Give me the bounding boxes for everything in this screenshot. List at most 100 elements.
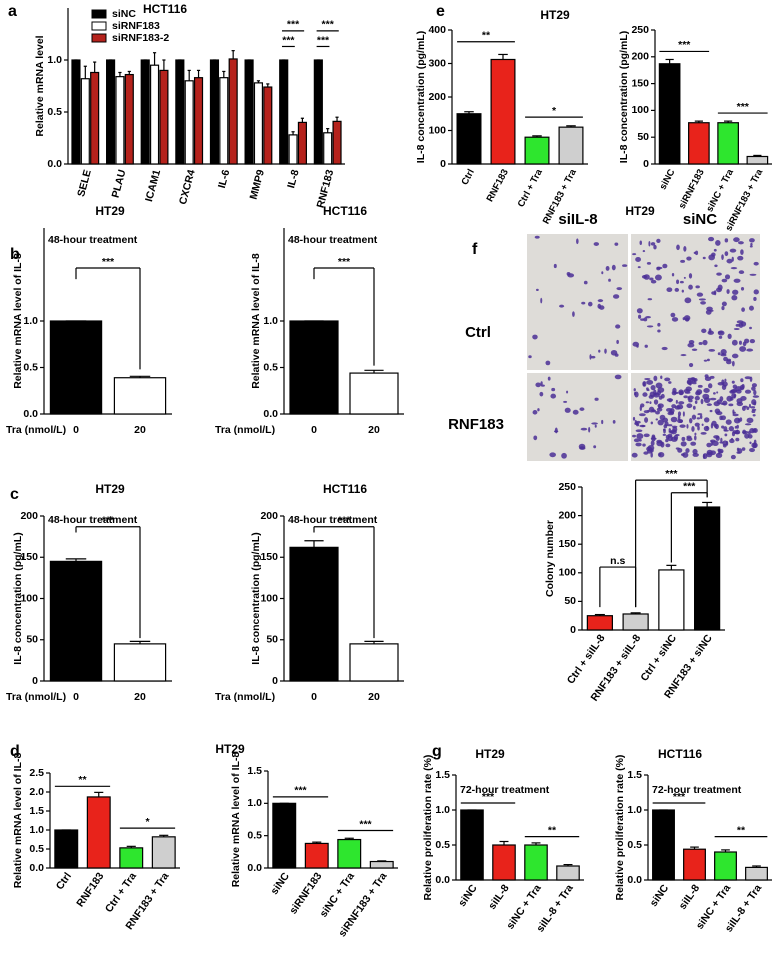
bar — [688, 122, 710, 165]
colony — [572, 311, 575, 317]
colony — [692, 452, 699, 457]
colony — [636, 433, 644, 440]
y-axis-label: Relative mRNA level — [34, 35, 46, 136]
colony — [590, 355, 596, 359]
significance-label: *** — [282, 34, 295, 46]
colony — [694, 400, 698, 404]
colony — [666, 287, 673, 293]
y-axis-label: IL-8 concentration (pg/mL) — [12, 532, 24, 664]
legend-label: siNC — [112, 8, 136, 20]
y-tick-label: 100 — [20, 592, 38, 604]
colony — [682, 411, 685, 417]
bar — [90, 71, 100, 165]
colony — [687, 380, 694, 385]
colony — [594, 397, 599, 401]
colony — [681, 436, 686, 442]
colony — [663, 428, 666, 434]
bar — [263, 86, 273, 165]
y-tick-label: 250 — [631, 24, 649, 36]
colony — [731, 295, 738, 301]
colony — [742, 341, 747, 347]
legend-label: siRNF183-2 — [112, 32, 169, 44]
bar — [209, 59, 220, 165]
y-tick-label: 0 — [570, 624, 576, 636]
colony — [717, 331, 723, 334]
colony — [650, 242, 656, 246]
colony — [696, 417, 701, 420]
colony — [686, 424, 689, 429]
colony — [534, 235, 540, 239]
colony — [684, 391, 691, 394]
significance-label: * — [552, 105, 557, 117]
colony — [668, 381, 672, 384]
y-tick-label: 0.0 — [435, 874, 450, 886]
colony — [532, 334, 538, 340]
colony — [691, 414, 697, 420]
colony — [751, 410, 756, 413]
micrograph — [527, 373, 628, 461]
y-tick-label: 1.0 — [247, 797, 262, 809]
colony — [735, 323, 741, 327]
colony — [616, 287, 623, 291]
y-tick-label: 1.5 — [435, 769, 450, 781]
significance-label: n.s — [610, 555, 625, 567]
image-row-label: Ctrl — [465, 324, 491, 341]
significance-label: *** — [287, 19, 300, 31]
colony — [653, 375, 658, 382]
colony — [724, 251, 729, 257]
colony — [671, 404, 677, 409]
colony — [721, 384, 727, 390]
bar — [113, 643, 167, 682]
x-tick-label: 0 — [311, 691, 317, 703]
colony — [632, 253, 637, 256]
bar — [313, 59, 323, 165]
colony — [733, 237, 740, 243]
y-tick-label: 2.0 — [29, 786, 44, 798]
colony — [601, 419, 604, 425]
colony — [725, 440, 729, 446]
colony — [635, 429, 643, 433]
colony — [753, 439, 757, 445]
y-tick-label: 200 — [20, 510, 38, 522]
colony — [740, 396, 747, 401]
colony — [631, 452, 638, 458]
colony — [665, 443, 671, 448]
y-tick-label: 1.0 — [435, 804, 450, 816]
bar — [228, 58, 238, 165]
y-tick-label: 150 — [558, 538, 576, 550]
y-tick-label: 100 — [428, 124, 446, 136]
bar — [456, 113, 482, 165]
colony — [655, 382, 663, 389]
colony — [674, 287, 680, 292]
chart-title: HT29 — [95, 482, 125, 496]
colony — [662, 433, 667, 436]
colony — [678, 389, 684, 396]
bar — [49, 560, 103, 682]
colony — [655, 410, 660, 415]
colony — [716, 399, 723, 405]
colony — [539, 391, 544, 397]
y-tick-label: 0.0 — [263, 408, 278, 420]
colony — [691, 426, 695, 432]
bar — [323, 132, 333, 165]
colony — [683, 395, 688, 399]
colony — [754, 443, 757, 448]
colony — [545, 360, 551, 366]
colony — [653, 399, 659, 405]
panel-label: c — [10, 486, 19, 503]
colony — [612, 294, 620, 299]
legend-swatch — [91, 21, 107, 31]
colony — [650, 279, 657, 284]
colony — [670, 312, 676, 318]
colony — [730, 267, 738, 270]
colony — [692, 405, 696, 410]
colony — [642, 381, 647, 387]
x-tick-label: 20 — [368, 691, 380, 703]
colony — [740, 321, 747, 327]
chart-title: HT29 — [540, 8, 570, 22]
significance-label: *** — [737, 101, 750, 113]
bar — [658, 63, 681, 165]
note: 48-hour treatment — [288, 234, 378, 246]
colony — [720, 353, 727, 357]
colony — [680, 441, 687, 447]
